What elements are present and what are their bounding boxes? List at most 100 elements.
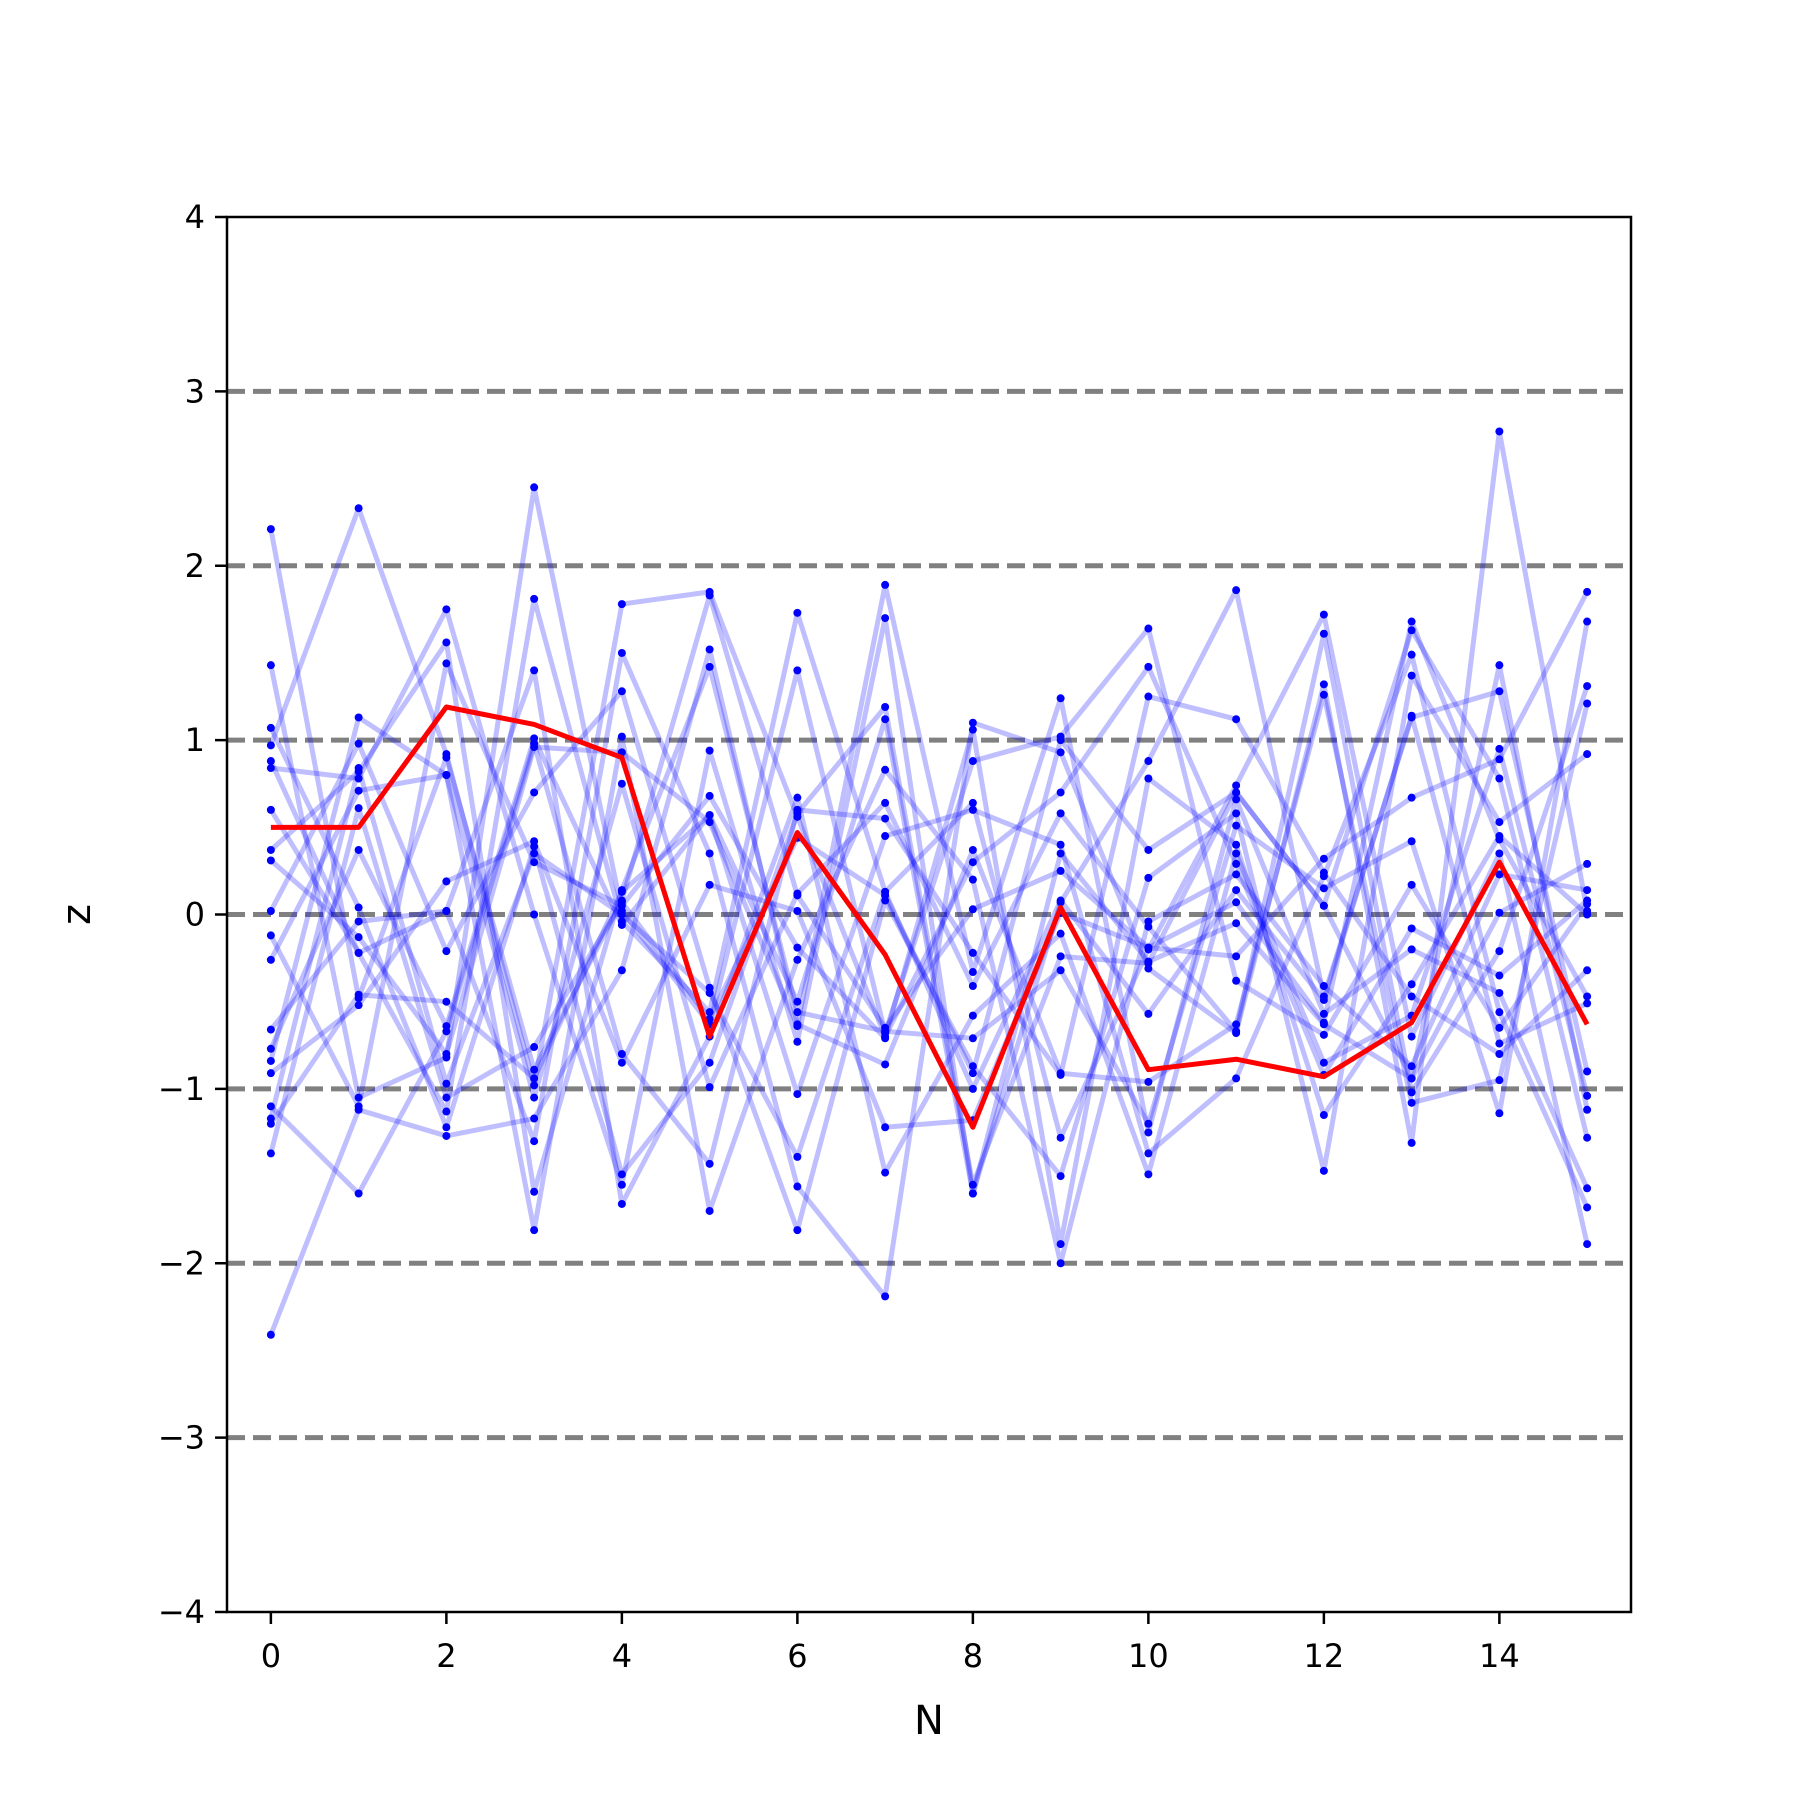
data-point xyxy=(1144,1119,1153,1128)
data-point xyxy=(881,580,890,589)
data-point xyxy=(793,793,802,802)
data-point xyxy=(266,741,275,750)
data-point xyxy=(968,1069,977,1078)
data-point xyxy=(1495,1039,1504,1048)
data-point xyxy=(1144,845,1153,854)
data-point xyxy=(1319,610,1328,619)
data-point xyxy=(881,765,890,774)
data-point xyxy=(793,1152,802,1161)
x-tick-label: 4 xyxy=(612,1637,632,1675)
data-point xyxy=(354,764,363,773)
data-point xyxy=(881,814,890,823)
data-point xyxy=(881,702,890,711)
data-point xyxy=(705,849,714,858)
data-point xyxy=(442,1093,451,1102)
data-point xyxy=(705,1015,714,1024)
data-point xyxy=(968,798,977,807)
data-point xyxy=(1056,809,1065,818)
data-point xyxy=(266,955,275,964)
data-point xyxy=(1319,1009,1328,1018)
data-point xyxy=(1319,1166,1328,1175)
background-series-points xyxy=(266,427,1592,1339)
data-point xyxy=(1583,992,1592,1001)
data-point xyxy=(1144,1077,1153,1086)
data-point xyxy=(1583,1091,1592,1100)
data-point xyxy=(442,1123,451,1132)
data-point xyxy=(266,856,275,865)
data-point xyxy=(442,1131,451,1140)
background-series-line xyxy=(268,505,1589,1088)
data-point xyxy=(1583,587,1592,596)
background-series-line xyxy=(268,646,1590,1336)
data-point xyxy=(617,648,626,657)
data-point xyxy=(1319,901,1328,910)
data-point xyxy=(266,661,275,670)
data-point xyxy=(1583,999,1592,1008)
data-point xyxy=(705,791,714,800)
data-point xyxy=(705,746,714,755)
data-point xyxy=(1144,964,1153,973)
y-tick-label: 0 xyxy=(185,896,205,934)
data-point xyxy=(793,1090,802,1099)
data-point xyxy=(1144,917,1153,926)
y-tick-label: −4 xyxy=(158,1593,205,1631)
data-point xyxy=(968,845,977,854)
data-point xyxy=(530,1065,539,1074)
data-point xyxy=(1232,1074,1241,1083)
data-point xyxy=(881,891,890,900)
data-point xyxy=(1319,680,1328,689)
data-point xyxy=(793,812,802,821)
data-point xyxy=(1056,896,1065,905)
data-point xyxy=(617,966,626,975)
data-point xyxy=(1232,586,1241,595)
data-point xyxy=(705,645,714,654)
data-point xyxy=(1407,650,1416,659)
data-point xyxy=(968,968,977,977)
data-point xyxy=(968,1062,977,1071)
data-point xyxy=(1583,1067,1592,1076)
data-point xyxy=(1407,1088,1416,1097)
data-point xyxy=(1495,1076,1504,1085)
data-point xyxy=(266,1056,275,1065)
data-point xyxy=(793,955,802,964)
data-point xyxy=(968,1084,977,1093)
data-point xyxy=(1232,952,1241,961)
data-point xyxy=(968,905,977,914)
x-tick-label: 0 xyxy=(261,1637,281,1675)
y-axis-label: z xyxy=(54,904,100,925)
data-point xyxy=(1583,859,1592,868)
data-point xyxy=(617,600,626,609)
data-point xyxy=(617,687,626,696)
background-series-line xyxy=(268,714,1588,1266)
background-series-line xyxy=(268,596,1590,1245)
data-point xyxy=(1319,995,1328,1004)
data-point xyxy=(1056,694,1065,703)
data-point xyxy=(1583,1203,1592,1212)
data-point xyxy=(354,1105,363,1114)
data-point xyxy=(793,943,802,952)
data-point xyxy=(530,1187,539,1196)
x-axis-label: N xyxy=(914,1698,944,1744)
data-point xyxy=(617,732,626,741)
data-point xyxy=(968,718,977,727)
data-point xyxy=(705,818,714,827)
data-point xyxy=(793,889,802,898)
data-point xyxy=(881,715,890,724)
data-point xyxy=(442,750,451,759)
data-point xyxy=(705,1083,714,1092)
data-point xyxy=(1056,1133,1065,1142)
data-point xyxy=(354,933,363,942)
data-point xyxy=(1144,692,1153,701)
data-point xyxy=(793,907,802,916)
data-point xyxy=(1495,744,1504,753)
data-point xyxy=(530,837,539,846)
data-point xyxy=(1232,1020,1241,1029)
data-point xyxy=(1407,837,1416,846)
data-point xyxy=(705,988,714,997)
data-point xyxy=(1232,886,1241,895)
background-series-line xyxy=(268,713,1589,1160)
x-tick-label: 10 xyxy=(1128,1637,1169,1675)
data-point xyxy=(530,666,539,675)
data-point xyxy=(354,1093,363,1102)
